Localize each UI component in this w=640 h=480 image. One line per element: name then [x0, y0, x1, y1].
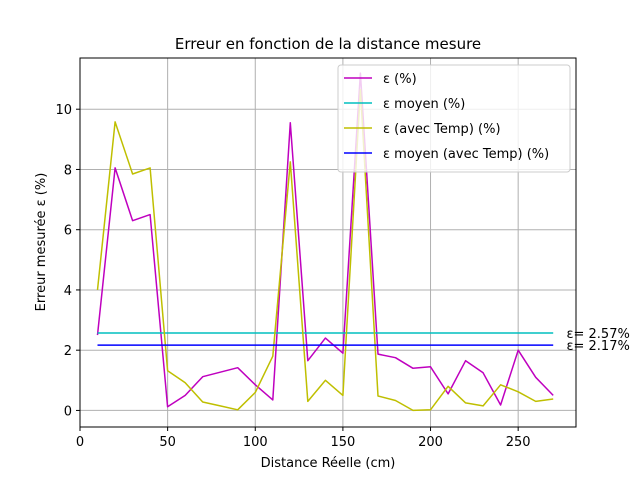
ticks: 0 50 100 150 200 250 0 2 4 6 8 10: [55, 103, 530, 450]
y-tick-label: 10: [55, 103, 72, 118]
plot-frame: [79, 57, 577, 428]
series-line-0: [96, 72, 554, 408]
series-group: [96, 72, 554, 412]
annotation-label: ε= 2.57%: [566, 327, 629, 342]
legend-entry-label: ε moyen (avec Temp) (%): [383, 147, 549, 162]
series-line-2: [96, 88, 554, 412]
x-tick-label: 250: [506, 435, 531, 450]
y-axis-label: Erreur mesurée ε (%): [34, 173, 49, 312]
y-tick-label: 4: [64, 284, 72, 299]
legend-entry-label: ε (avec Temp) (%): [383, 122, 501, 137]
x-axis-label: Distance Réelle (cm): [261, 456, 396, 471]
x-tick-label: 50: [159, 435, 176, 450]
y-tick-label: 6: [64, 224, 72, 239]
y-tick-label: 8: [64, 163, 72, 178]
x-tick-label: 150: [330, 435, 355, 450]
x-tick-label: 100: [243, 435, 268, 450]
chart-title: Erreur en fonction de la distance mesure: [175, 35, 481, 53]
legend-box: [337, 64, 571, 173]
x-tick-label: 200: [418, 435, 443, 450]
y-tick-label: 0: [64, 404, 72, 419]
legend-entry-label: ε moyen (%): [383, 97, 465, 112]
annotations: ε= 2.57%ε= 2.17%: [566, 327, 629, 354]
legend-entry-label: ε (%): [383, 72, 417, 87]
x-tick-label: 0: [76, 435, 84, 450]
legend: ε (%) ε moyen (%) ε (avec Temp) (%) ε moyen…: [337, 64, 571, 173]
y-tick-label: 2: [64, 344, 72, 359]
annotation-label: ε= 2.17%: [566, 339, 629, 354]
